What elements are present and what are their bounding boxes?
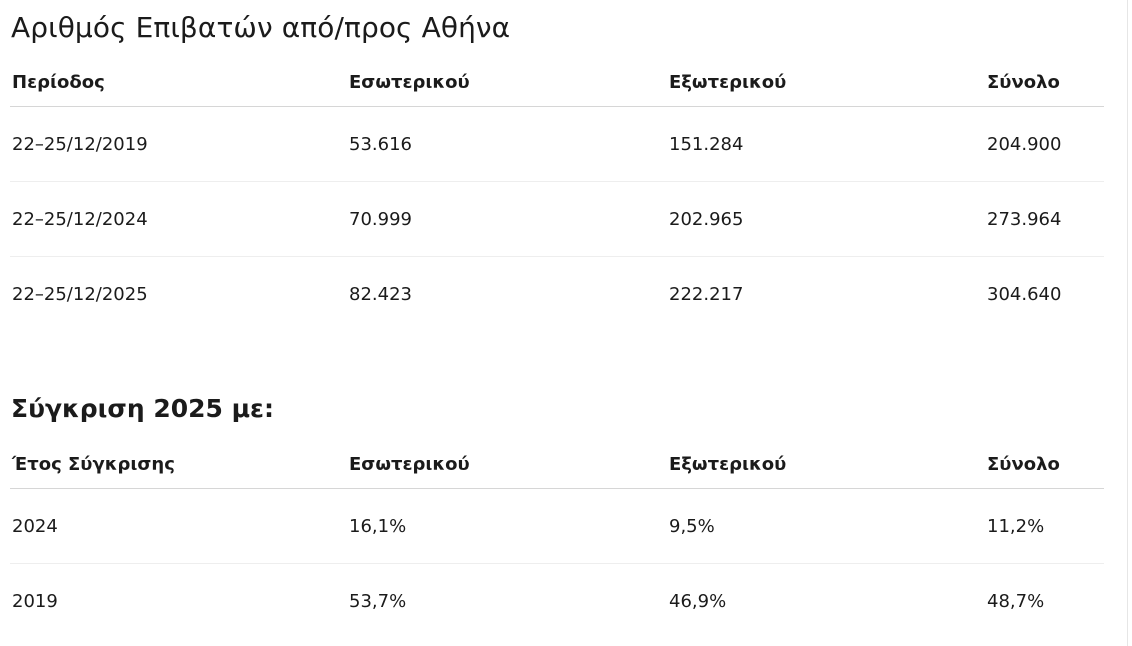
table-row: 2019 53,7% 46,9% 48,7% (10, 564, 1104, 639)
cell-domestic-change: 53,7% (349, 590, 407, 612)
cell-total-change: 11,2% (985, 488, 1104, 564)
cell-domestic-change: 16,1% (347, 488, 667, 564)
table-header-row: Έτος Σύγκρισης Εσωτερικού Εξωτερικού Σύν… (10, 440, 1104, 489)
table-row: 22–25/12/2024 70.999 202.965 273.964 (10, 181, 1104, 257)
cell-international-change: 46,9% (669, 590, 727, 612)
passengers-table: Περίοδος Εσωτερικού Εξωτερικού Σύνολο 22… (10, 58, 1104, 331)
table-row: 2024 16,1% 9,5% 11,2% (10, 488, 1104, 564)
cell-period: 22–25/12/2019 (10, 106, 347, 182)
right-edge-divider (1127, 0, 1128, 646)
cell-total: 273.964 (985, 181, 1104, 257)
cell-domestic: 70.999 (347, 181, 667, 257)
cell-year: 2024 (10, 488, 347, 564)
comparison-table: Έτος Σύγκρισης Εσωτερικού Εξωτερικού Σύν… (10, 440, 1104, 638)
table-header-row: Περίοδος Εσωτερικού Εξωτερικού Σύνολο (10, 58, 1104, 107)
cell-international: 222.217 (669, 283, 744, 305)
cell-year: 2019 (12, 590, 58, 612)
table-row: 22–25/12/2019 53.616 151.284 204.900 (10, 106, 1104, 182)
column-header-domestic: Εσωτερικού (347, 440, 667, 489)
table-row: 22–25/12/2025 82.423 222.217 304.640 (10, 257, 1104, 332)
column-header-domestic: Εσωτερικού (347, 58, 667, 107)
passengers-section-title: Αριθμός Επιβατών από/προς Αθήνα (11, 11, 511, 44)
column-header-comparison-year: Έτος Σύγκρισης (10, 440, 347, 489)
column-header-period: Περίοδος (10, 58, 347, 107)
cell-domestic: 82.423 (349, 283, 412, 305)
cell-international-change: 9,5% (667, 488, 985, 564)
cell-period: 22–25/12/2024 (10, 181, 347, 257)
cell-domestic: 53.616 (347, 106, 667, 182)
cell-total: 304.640 (987, 283, 1062, 305)
comparison-section-title: Σύγκριση 2025 με: (11, 394, 274, 423)
column-header-total: Σύνολο (985, 440, 1104, 489)
cell-total: 204.900 (985, 106, 1104, 182)
column-header-total: Σύνολο (985, 58, 1104, 107)
cell-period: 22–25/12/2025 (12, 283, 148, 305)
cell-total-change: 48,7% (987, 590, 1045, 612)
cell-international: 202.965 (667, 181, 985, 257)
cell-international: 151.284 (667, 106, 985, 182)
column-header-international: Εξωτερικού (667, 58, 985, 107)
column-header-international: Εξωτερικού (667, 440, 985, 489)
